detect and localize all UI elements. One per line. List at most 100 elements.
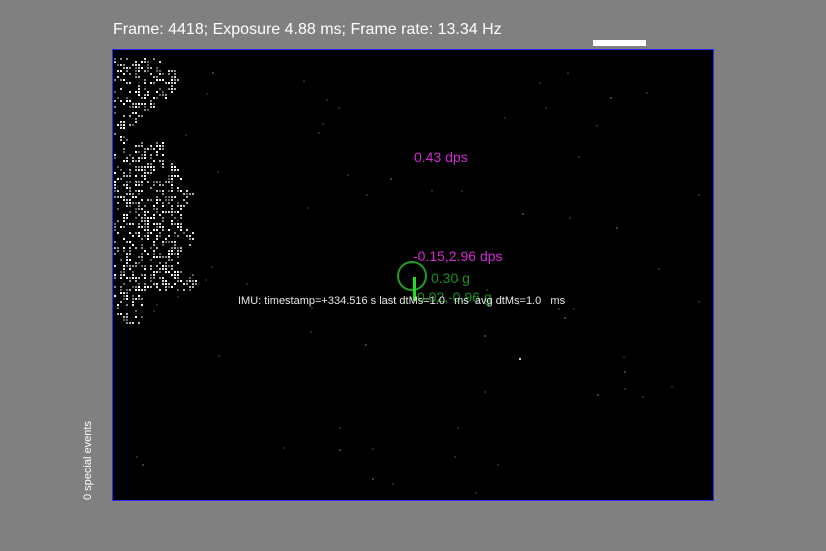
event-pixel xyxy=(114,91,116,93)
event-pixel xyxy=(150,217,152,219)
event-pixel xyxy=(150,187,152,189)
event-pixel xyxy=(171,220,173,222)
event-pixel xyxy=(138,193,140,195)
event-pixel xyxy=(339,427,341,429)
event-pixel xyxy=(168,256,170,258)
event-pixel xyxy=(186,202,188,204)
event-pixel xyxy=(153,214,155,216)
event-pixel xyxy=(144,166,146,168)
event-pixel xyxy=(132,112,134,114)
event-pixel xyxy=(162,283,164,285)
event-pixel xyxy=(144,214,146,216)
event-pixel xyxy=(141,256,143,258)
event-pixel xyxy=(318,132,320,134)
event-pixel xyxy=(141,97,143,99)
event-pixel xyxy=(135,118,137,120)
event-pixel xyxy=(484,335,486,337)
event-pixel xyxy=(192,280,194,282)
event-pixel xyxy=(135,67,137,69)
event-pixel xyxy=(138,232,140,234)
event-pixel xyxy=(180,271,182,273)
event-pixel xyxy=(117,70,119,72)
event-pixel xyxy=(162,163,164,165)
event-pixel xyxy=(138,169,140,171)
event-pixel xyxy=(171,268,173,270)
event-pixel xyxy=(642,396,644,398)
event-pixel xyxy=(174,196,176,198)
event-pixel xyxy=(123,151,125,153)
event-pixel xyxy=(123,271,125,273)
event-pixel xyxy=(147,217,149,219)
event-pixel xyxy=(126,100,128,102)
event-pixel xyxy=(135,247,137,249)
event-pixel xyxy=(174,283,176,285)
event-pixel xyxy=(165,283,167,285)
event-pixel xyxy=(165,238,167,240)
event-pixel xyxy=(156,190,158,192)
event-pixel xyxy=(168,175,170,177)
event-pixel xyxy=(144,229,146,231)
event-pixel xyxy=(144,82,146,84)
event-pixel xyxy=(168,235,170,237)
event-pixel xyxy=(165,211,167,213)
event-pixel xyxy=(189,277,191,279)
event-pixel xyxy=(147,229,149,231)
event-pixel xyxy=(180,247,182,249)
event-pixel xyxy=(132,157,134,159)
event-pixel xyxy=(159,94,161,96)
event-pixel xyxy=(153,148,155,150)
event-pixel xyxy=(150,286,152,288)
event-pixel xyxy=(126,262,128,264)
event-pixel xyxy=(171,286,173,288)
event-pixel xyxy=(180,208,182,210)
event-pixel xyxy=(153,217,155,219)
event-pixel xyxy=(156,247,158,249)
event-pixel xyxy=(126,160,128,162)
event-display-canvas[interactable]: 0.43 dps -0.15,2.96 dps 0.30 g 0.02,-0.9… xyxy=(112,49,714,501)
event-pixel xyxy=(117,166,119,168)
event-pixel xyxy=(189,238,191,240)
event-pixel xyxy=(144,151,146,153)
event-pixel xyxy=(168,70,170,72)
event-pixel xyxy=(126,295,128,297)
event-pixel xyxy=(123,226,125,228)
event-pixel xyxy=(147,223,149,225)
event-pixel xyxy=(177,223,179,225)
event-pixel xyxy=(171,247,173,249)
event-pixel xyxy=(156,211,158,213)
event-pixel xyxy=(180,226,182,228)
event-pixel xyxy=(147,235,149,237)
event-pixel xyxy=(171,187,173,189)
event-pixel xyxy=(177,250,179,252)
event-pixel xyxy=(138,298,140,300)
event-pixel xyxy=(135,280,137,282)
event-pixel xyxy=(162,160,164,162)
event-pixel xyxy=(646,92,648,94)
event-pixel xyxy=(162,229,164,231)
event-pixel xyxy=(159,235,161,237)
event-pixel xyxy=(150,268,152,270)
event-pixel xyxy=(165,97,167,99)
event-pixel xyxy=(120,64,122,66)
event-pixel xyxy=(120,121,122,123)
event-pixel xyxy=(153,256,155,258)
gyro-indicator-circle xyxy=(397,261,427,291)
event-pixel xyxy=(138,91,140,93)
event-pixel xyxy=(180,178,182,180)
event-pixel xyxy=(150,154,152,156)
event-pixel xyxy=(168,199,170,201)
event-pixel xyxy=(518,303,520,305)
event-pixel xyxy=(117,76,119,78)
event-pixel xyxy=(120,88,122,90)
event-pixel xyxy=(135,217,137,219)
event-pixel xyxy=(162,265,164,267)
event-pixel xyxy=(114,247,116,249)
event-pixel xyxy=(117,196,119,198)
event-pixel xyxy=(183,199,185,201)
event-pixel xyxy=(126,292,128,294)
event-pixel xyxy=(168,88,170,90)
event-pixel xyxy=(159,256,161,258)
event-pixel xyxy=(183,193,185,195)
event-pixel xyxy=(141,253,143,255)
event-pixel xyxy=(132,277,134,279)
